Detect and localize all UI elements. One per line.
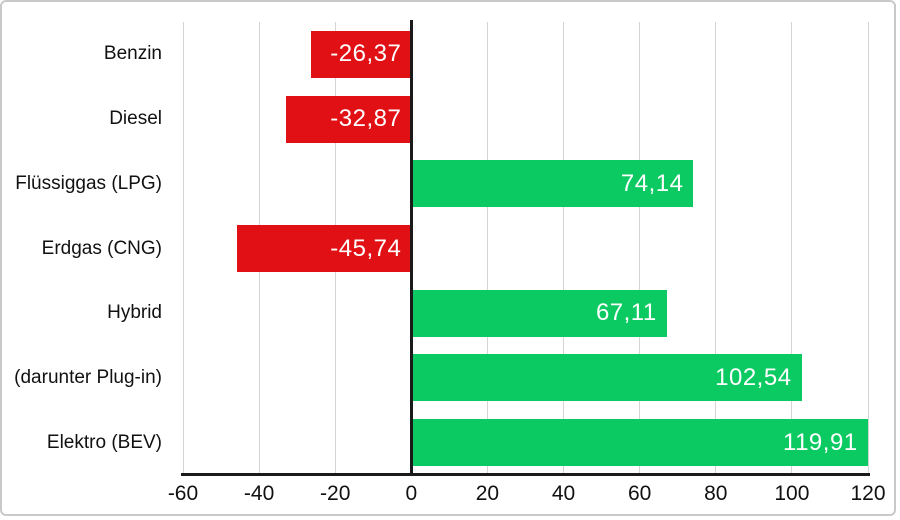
bar-Diesel: -32,87 bbox=[286, 95, 412, 143]
x-tick-label-20: 20 bbox=[475, 482, 500, 505]
x-tick-label--20: -20 bbox=[320, 482, 351, 505]
category-label-5: Hybrid bbox=[107, 302, 162, 324]
category-label-6: (darunter Plug-in) bbox=[14, 366, 162, 388]
bar-value-label: 119,91 bbox=[783, 428, 858, 456]
bar-value-label: -26,37 bbox=[330, 40, 402, 68]
gridline-80 bbox=[715, 22, 717, 476]
x-tick-label-100: 100 bbox=[774, 482, 810, 505]
category-label-7: Elektro (BEV) bbox=[46, 431, 162, 453]
gridline-40 bbox=[563, 22, 565, 476]
x-tick-label-120: 120 bbox=[850, 482, 886, 505]
x-tick-label-80: 80 bbox=[704, 482, 728, 505]
category-label-4: Erdgas (CNG) bbox=[41, 237, 162, 259]
bar-value-label: 67,11 bbox=[595, 299, 657, 327]
bar-value-label: -32,87 bbox=[330, 105, 402, 133]
bar-Erdgas (CNG): -45,74 bbox=[237, 225, 412, 272]
gridline--60 bbox=[182, 22, 184, 476]
bar-Elektro (BEV): 119,91 bbox=[411, 419, 868, 467]
gridline-120 bbox=[867, 22, 869, 476]
x-tick-label-0: 0 bbox=[405, 482, 418, 505]
bar-value-label: -45,74 bbox=[330, 234, 402, 262]
category-label-3: Flüssiggas (LPG) bbox=[15, 172, 162, 194]
category-label-1: Benzin bbox=[103, 43, 162, 65]
zero-axis-line bbox=[409, 20, 413, 476]
x-tick-label-60: 60 bbox=[627, 482, 652, 505]
bar-Flüssiggas (LPG): 74,14 bbox=[411, 160, 694, 208]
gridline-20 bbox=[486, 22, 488, 476]
bar-(darunter Plug-in): 102,54 bbox=[411, 354, 802, 402]
x-axis-line bbox=[181, 473, 870, 476]
bar-Benzin: -26,37 bbox=[310, 30, 412, 78]
x-tick-label--60: -60 bbox=[167, 482, 199, 505]
bar-value-label: 74,14 bbox=[620, 169, 684, 197]
category-label-2: Diesel bbox=[109, 108, 162, 130]
x-tick-label-40: 40 bbox=[551, 482, 576, 505]
x-tick-label--40: -40 bbox=[243, 482, 275, 505]
gridline-60 bbox=[639, 22, 641, 476]
bar-value-label: 102,54 bbox=[715, 363, 792, 391]
bar-Hybrid: 67,11 bbox=[411, 289, 667, 337]
gridline-100 bbox=[791, 22, 793, 476]
